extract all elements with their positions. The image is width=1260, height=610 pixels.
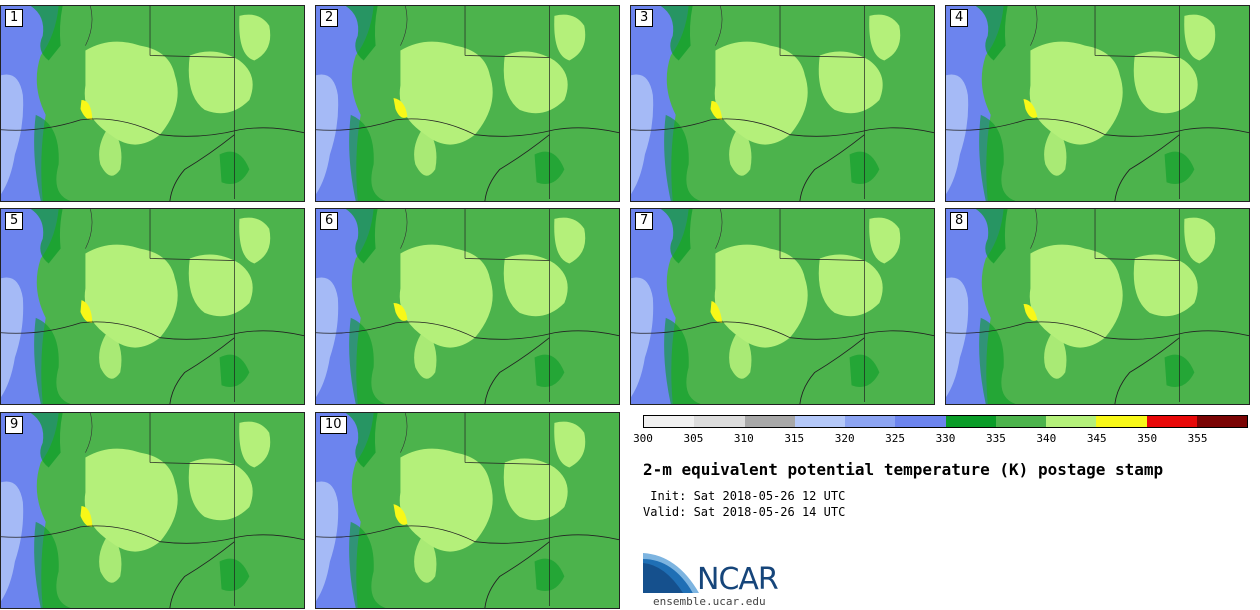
colorbar-swatch (1146, 416, 1197, 427)
colorbar-swatch (794, 416, 845, 427)
colorbar-tick-label: 300 (633, 432, 653, 445)
ensemble-member-panel: 4 (945, 5, 1250, 202)
map-field (1, 413, 304, 608)
member-number-label: 9 (5, 416, 24, 434)
colorbar-tick-label: 340 (1036, 432, 1057, 445)
map-field (946, 6, 1249, 201)
member-number-label: 2 (320, 9, 339, 27)
ensemble-member-panel: 3 (630, 5, 935, 202)
colorbar-swatch (744, 416, 795, 427)
colorbar-swatch (995, 416, 1046, 427)
ncar-logo-icon (643, 553, 699, 593)
colorbar-swatch (1196, 416, 1247, 427)
member-number-label: 8 (950, 212, 969, 230)
ensemble-member-panel: 6 (315, 208, 620, 405)
map-field (1, 6, 304, 201)
ensemble-member-panel: 10 (315, 412, 620, 609)
colorbar-labels: 300 305 310 315 320 325 330 335 340 345 350 355 (633, 432, 1248, 448)
colorbar-tick-label: 320 (834, 432, 855, 445)
colorbar-tick-label: 315 (784, 432, 805, 445)
figure-title: 2-m equivalent potential temperature (K)… (643, 460, 1164, 479)
ensemble-member-panel: 2 (315, 5, 620, 202)
colorbar-swatch (1046, 416, 1097, 427)
member-number-label: 10 (320, 416, 347, 434)
map-field (316, 209, 619, 404)
map-field (631, 6, 934, 201)
ensemble-member-panel: 9 (0, 412, 305, 609)
colorbar-swatch (1096, 416, 1147, 427)
ensemble-url: ensemble.ucar.edu (653, 595, 766, 608)
colorbar-swatch (694, 416, 745, 427)
valid-time: Valid: Sat 2018-05-26 14 UTC (643, 505, 846, 519)
member-number-label: 3 (635, 9, 654, 27)
colorbar-tick-label: 325 (885, 432, 906, 445)
ensemble-member-panel: 5 (0, 208, 305, 405)
ensemble-member-panel: 7 (630, 208, 935, 405)
member-number-label: 4 (950, 9, 969, 27)
ensemble-member-panel: 8 (945, 208, 1250, 405)
colorbar-swatch (845, 416, 896, 427)
init-time: Init: Sat 2018-05-26 12 UTC (643, 489, 846, 503)
member-number-label: 6 (320, 212, 339, 230)
member-number-label: 1 (5, 9, 24, 27)
colorbar (643, 415, 1248, 428)
colorbar-tick-label: 305 (683, 432, 704, 445)
map-field (946, 209, 1249, 404)
map-field (316, 413, 619, 608)
colorbar-tick-label: 335 (985, 432, 1006, 445)
map-field (316, 6, 619, 201)
colorbar-tick-label: 350 (1137, 432, 1158, 445)
member-number-label: 7 (635, 212, 654, 230)
map-field (1, 209, 304, 404)
map-field (631, 209, 934, 404)
colorbar-swatch (895, 416, 946, 427)
colorbar-swatch (644, 416, 695, 427)
colorbar-swatch (945, 416, 996, 427)
member-number-label: 5 (5, 212, 24, 230)
colorbar-tick-label: 355 (1187, 432, 1208, 445)
colorbar-tick-label: 310 (733, 432, 754, 445)
ensemble-member-panel: 1 (0, 5, 305, 202)
ncar-logo-text: NCAR (697, 562, 779, 597)
colorbar-tick-label: 345 (1086, 432, 1107, 445)
colorbar-tick-label: 330 (935, 432, 956, 445)
